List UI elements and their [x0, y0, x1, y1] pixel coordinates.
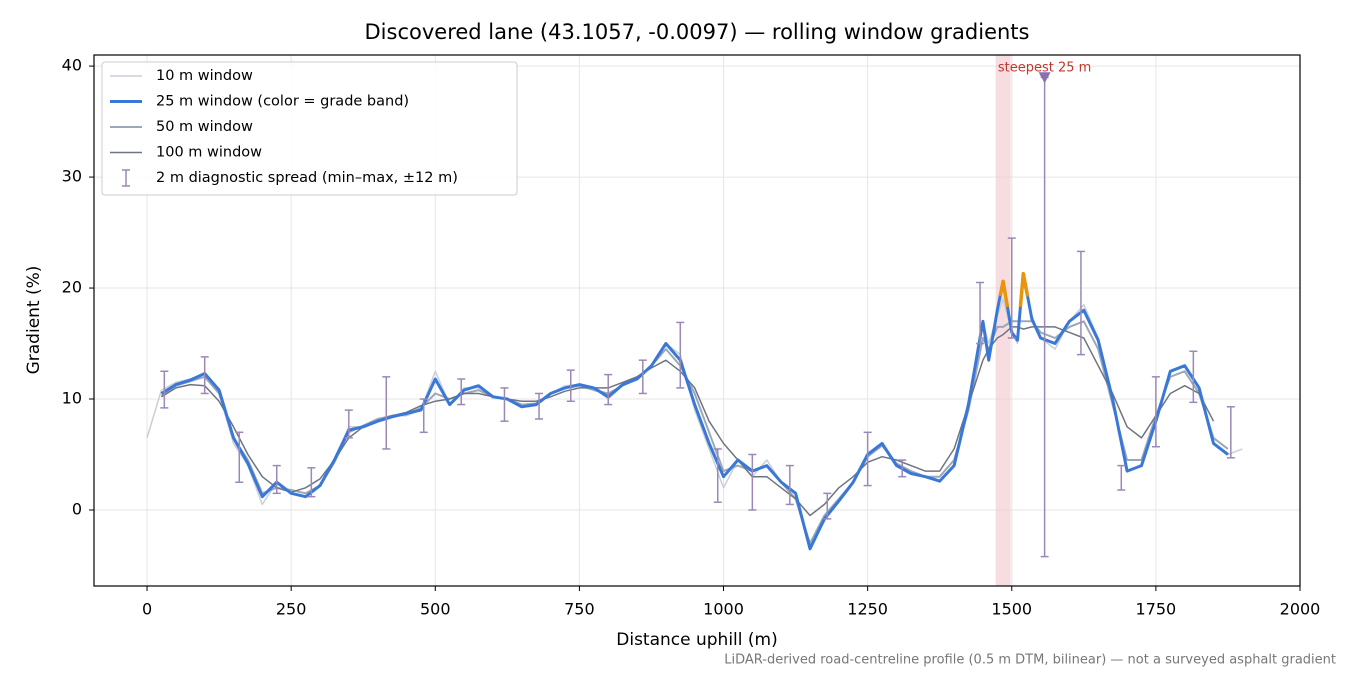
x-tick-label: 750 — [564, 600, 595, 619]
x-tick-label: 1250 — [847, 600, 888, 619]
y-tick-label: 0 — [72, 499, 82, 518]
steepest-marker — [1038, 72, 1051, 84]
x-tick-label: 1000 — [703, 600, 744, 619]
legend-label: 100 m window — [156, 145, 262, 161]
highlight-span — [995, 55, 1011, 586]
grade-band-segment — [998, 279, 1010, 308]
plot-frame — [93, 54, 1301, 587]
y-axis-label: Gradient (%) — [24, 266, 44, 375]
y-tick-label: 20 — [62, 278, 82, 297]
chart-title: Discovered lane (43.1057, -0.0097) — rol… — [365, 20, 1030, 44]
y-tick-label: 10 — [62, 389, 82, 408]
series-line — [146, 281, 1243, 550]
series-line — [161, 326, 1215, 517]
x-tick-label: 0 — [142, 600, 152, 619]
x-tick-label: 250 — [276, 600, 307, 619]
legend-label: 10 m window — [156, 68, 253, 84]
annotation: steepest 25 m — [998, 61, 1091, 76]
x-tick-label: 1500 — [991, 600, 1032, 619]
legend: 10 m window 25 m window (color = grade ba… — [101, 61, 518, 196]
x-tick-label: 500 — [420, 600, 451, 619]
x-tick-label: 1750 — [1136, 600, 1177, 619]
x-tick-label: 2000 — [1280, 600, 1321, 619]
x-axis-label: Distance uphill (m) — [616, 630, 777, 650]
legend-label: 50 m window — [156, 119, 253, 135]
footnote: LiDAR-derived road-centreline profile (0… — [724, 653, 1336, 668]
legend-box — [101, 61, 518, 196]
y-tick-label: 40 — [62, 56, 82, 75]
y-tick-label: 30 — [62, 167, 82, 186]
legend-label: 25 m window (color = grade band) — [156, 94, 409, 110]
grade-band-segment — [1018, 271, 1030, 308]
legend-label: 2 m diagnostic spread (min–max, ±12 m) — [156, 170, 458, 186]
